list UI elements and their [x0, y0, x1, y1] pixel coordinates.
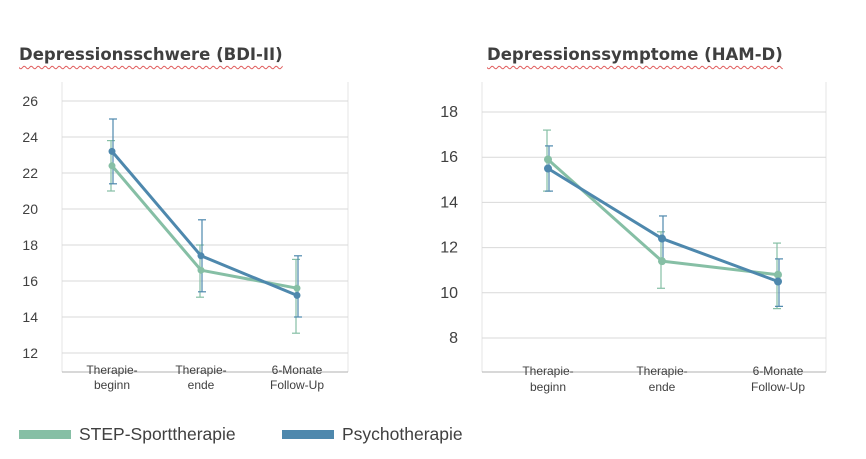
y-tick-label: 14 — [440, 194, 458, 211]
legend-label-step: STEP-Sporttherapie — [79, 423, 236, 444]
data-point-step — [197, 266, 205, 274]
y-tick-label: 18 — [440, 104, 458, 121]
chart-title-bdi: Depressionsschwere (BDI-II) — [19, 45, 283, 64]
y-tick-label: 22 — [22, 165, 38, 181]
data-point-step — [293, 284, 301, 292]
x-category-label-line: beginn — [94, 378, 130, 392]
x-category-label-line: Follow-Up — [751, 380, 805, 394]
y-tick-label: 10 — [440, 285, 458, 302]
data-point-step — [658, 257, 666, 266]
legend-item-psycho: Psychotherapie — [282, 421, 463, 447]
x-category-label-line: 6-Monate — [272, 363, 323, 377]
x-category-label-line: 6-Monate — [753, 364, 804, 378]
y-tick-label: 26 — [22, 93, 38, 109]
data-point-psycho — [544, 164, 552, 173]
legend-swatch-psycho — [282, 429, 334, 439]
data-point-step — [108, 162, 116, 170]
data-point-psycho — [293, 291, 301, 299]
x-category-label: Therapie-beginn — [86, 363, 137, 392]
x-category-label: 6-Monate Follow-Up — [751, 364, 805, 394]
x-category-label: Therapie-ende — [175, 363, 226, 392]
y-tick-label: 18 — [22, 237, 38, 253]
y-tick-label: 16 — [440, 149, 458, 166]
data-point-psycho — [658, 234, 666, 243]
y-tick-label: 24 — [22, 129, 38, 145]
x-category-label-line: Therapie- — [175, 363, 226, 377]
x-category-label-line: Therapie- — [522, 364, 573, 378]
legend-item-step: STEP-Sporttherapie — [19, 421, 236, 447]
x-category-label: 6-Monate Follow-Up — [270, 363, 324, 392]
y-tick-label: 20 — [22, 201, 38, 217]
y-tick-label: 12 — [440, 240, 458, 257]
x-category-label-line: Follow-Up — [270, 378, 324, 392]
data-point-psycho — [774, 277, 782, 286]
x-category-label: Therapie-beginn — [522, 364, 573, 394]
x-category-label-line: Therapie- — [86, 363, 137, 377]
chart-title-hamd: Depressionssymptome (HAM-D) — [487, 45, 783, 64]
x-category-label-line: Therapie- — [636, 364, 687, 378]
y-tick-label: 14 — [22, 309, 38, 325]
legend-swatch-step — [19, 429, 71, 439]
y-tick-label: 8 — [449, 330, 458, 347]
y-tick-label: 16 — [22, 273, 38, 289]
data-point-psycho — [197, 252, 205, 260]
x-category-label-line: beginn — [530, 380, 566, 394]
data-point-psycho — [108, 147, 116, 155]
data-point-step — [774, 270, 782, 279]
x-category-label: Therapie-ende — [636, 364, 687, 394]
legend-label-psycho: Psychotherapie — [342, 423, 463, 444]
x-category-label-line: ende — [649, 380, 676, 394]
y-tick-label: 12 — [22, 345, 38, 361]
x-category-label-line: ende — [188, 378, 215, 392]
data-point-step — [544, 155, 552, 164]
